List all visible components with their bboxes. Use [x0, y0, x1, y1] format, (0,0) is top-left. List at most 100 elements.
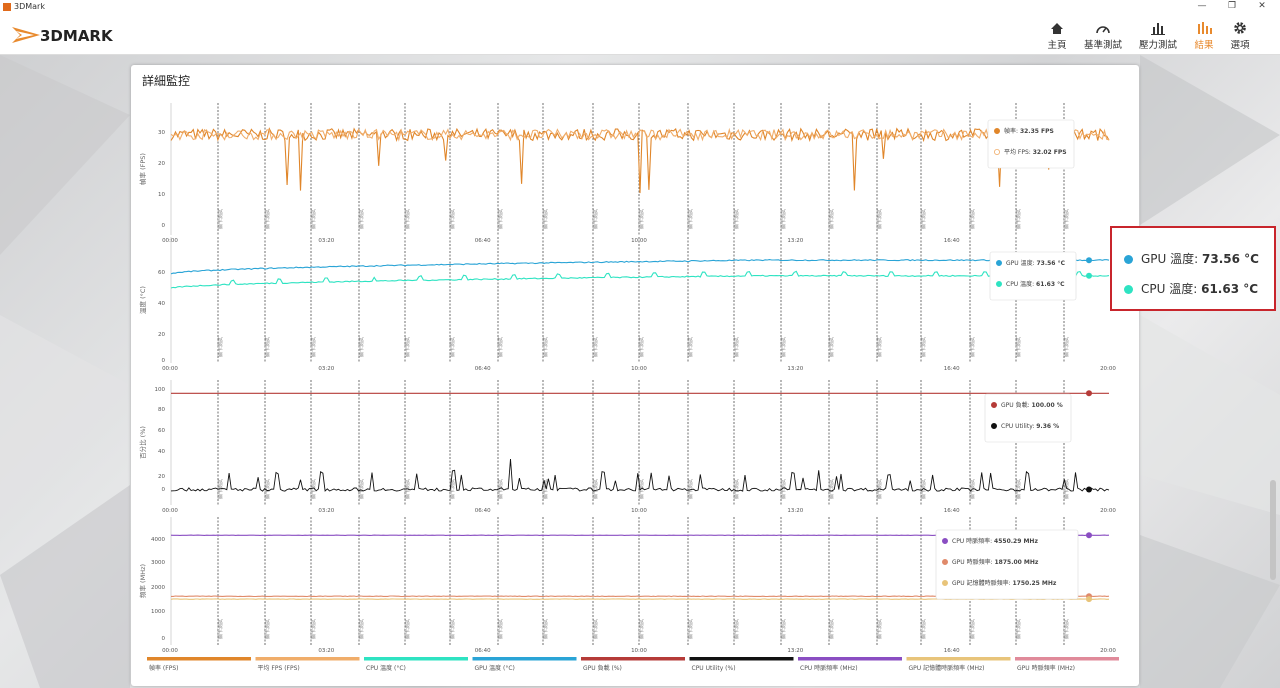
- nav-stress-test[interactable]: 壓力測試: [1136, 14, 1180, 54]
- nav-options[interactable]: 選項: [1218, 14, 1262, 54]
- test-marker-label: 顯卡測試: [358, 337, 365, 357]
- gauge-icon: [1096, 26, 1110, 34]
- legend-label: GPU 負載 (%): [583, 664, 622, 672]
- nav-results[interactable]: 結果: [1182, 14, 1226, 54]
- x-tick-label: 00:00: [162, 508, 178, 514]
- test-marker-label: 顯卡測試: [1015, 619, 1022, 639]
- y-tick-label: 60: [158, 428, 165, 434]
- y-tick-label: 40: [158, 449, 165, 455]
- legend-label: 平均 FPS (FPS): [258, 664, 300, 672]
- legend-swatch: [255, 657, 360, 661]
- test-marker-label: 顯卡測試: [264, 619, 271, 639]
- nav-benchmark[interactable]: 基準測試: [1081, 14, 1125, 54]
- series-end-dot: [1086, 390, 1092, 397]
- test-marker-label: 顯卡測試: [217, 619, 224, 639]
- cpu-temp-dot-icon: [1124, 285, 1133, 294]
- test-marker-label: 顯卡測試: [1015, 479, 1022, 499]
- test-marker-label: 顯卡測試: [592, 479, 599, 499]
- nav-home[interactable]: 主頁: [1035, 14, 1079, 54]
- test-marker-label: 顯卡測試: [497, 209, 504, 229]
- app-icon: [3, 3, 11, 11]
- y-tick-label: 0: [162, 223, 166, 229]
- monitoring-charts: 幀率 (FPS)3020100 顯卡測試 顯卡測試 顯卡測試 顯卡測試 顯卡測試 顯卡測試顯…: [138, 103, 1119, 672]
- home-icon: [1051, 23, 1063, 34]
- test-marker-label: 顯卡測試: [780, 209, 787, 229]
- nav-results-label: 結果: [1194, 40, 1214, 51]
- test-marker-label: 顯卡測試: [449, 479, 456, 499]
- legend-label: GPU 記憶體時脈頻率 (MHz): [909, 664, 985, 672]
- test-marker-label: 顯卡測試: [733, 479, 740, 499]
- series-tooltip-box: [989, 251, 1077, 301]
- legend-label: CPU 溫度 (°C): [366, 664, 406, 672]
- y-tick-label: 20: [158, 474, 165, 480]
- y-tick-label: 100: [155, 387, 166, 393]
- legend-swatch: [472, 657, 577, 661]
- test-marker-label: 顯卡測試: [876, 209, 883, 229]
- series-tooltip-dot: [994, 149, 1001, 156]
- nav-options-label: 選項: [1230, 40, 1250, 51]
- callout-gpu-value: 73.56 °C: [1202, 252, 1259, 266]
- legend-label: GPU 溫度 (°C): [475, 664, 515, 672]
- series-tooltip-text: GPU 溫度: 73.56 °C: [1006, 259, 1066, 267]
- results-icon: [1198, 22, 1212, 34]
- legend-swatch: [798, 657, 902, 661]
- y-tick-label: 20: [158, 332, 165, 338]
- test-marker-label: 顯卡測試: [638, 209, 645, 229]
- series-tooltip-text: GPU 負載: 100.00 %: [1001, 401, 1063, 409]
- test-marker-label: 顯卡測試: [404, 209, 411, 229]
- bottom-legend: 幀率 (FPS) 平均 FPS (FPS) CPU 溫度 (°C) GPU 溫度 (°…: [147, 657, 1119, 672]
- x-tick-label: 20:00: [1100, 366, 1116, 372]
- series-tooltip-dot: [942, 558, 949, 565]
- x-tick-label: 16:40: [944, 648, 960, 654]
- test-marker-label: 顯卡測試: [358, 619, 365, 639]
- y-tick-label: 4000: [151, 537, 165, 543]
- y-tick-label: 0: [162, 636, 166, 642]
- test-marker-label: 顯卡測試: [828, 619, 835, 639]
- x-tick-label: 06:40: [475, 508, 491, 514]
- minimize-button[interactable]: —: [1197, 1, 1207, 11]
- test-marker-label: 顯卡測試: [969, 337, 976, 357]
- x-tick-label: 00:00: [162, 648, 178, 654]
- x-tick-label: 16:40: [944, 238, 960, 244]
- test-marker-label: 顯卡測試: [1063, 337, 1070, 357]
- y-tick-label: 3000: [151, 560, 165, 566]
- app-header: 3DMARK 主頁 基準測試 壓力測試 結果 選項: [0, 14, 1280, 55]
- test-marker-label: 顯卡測試: [828, 337, 835, 357]
- background-pattern: [0, 55, 1280, 688]
- test-marker-label: 顯卡測試: [310, 619, 317, 639]
- series-tooltip-dot: [994, 128, 1001, 135]
- restore-button[interactable]: ❐: [1227, 1, 1237, 11]
- callout-cpu-row: CPU 溫度: 61.63 °C: [1124, 280, 1258, 296]
- y-tick-label: 1000: [151, 609, 165, 615]
- series-tooltip-text: CPU Utility: 9.36 %: [1001, 423, 1059, 430]
- test-marker-label: 顯卡測試: [592, 619, 599, 639]
- series-tooltip-text: CPU 時脈頻率: 4550.29 MHz: [952, 537, 1038, 545]
- close-button[interactable]: ✕: [1258, 1, 1266, 11]
- chart-panel-1: 溫度 (°C) 60 40 20 0 顯卡測試 顯卡測試 顯卡測試 顯卡測試 顯卡測試 顯卡測試 顯卡…: [138, 237, 1116, 372]
- x-tick-label: 13:20: [787, 648, 803, 654]
- test-marker-label: 顯卡測試: [969, 619, 976, 639]
- test-marker-label: 顯卡測試: [876, 337, 883, 357]
- test-marker-label: 顯卡測試: [920, 209, 927, 229]
- x-tick-label: 13:20: [787, 238, 803, 244]
- series-tooltip-text: 平均 FPS: 32.02 FPS: [1004, 148, 1067, 156]
- y-tick-label: 2000: [151, 585, 165, 591]
- test-marker-label: 顯卡測試: [1015, 337, 1022, 357]
- page-scrollbar[interactable]: [1270, 480, 1276, 580]
- y-tick-label: 0: [162, 358, 166, 364]
- test-marker-label: 顯卡測試: [733, 619, 740, 639]
- series-end-dot: [1086, 596, 1092, 603]
- test-marker-label: 顯卡測試: [497, 619, 504, 639]
- legend-swatch: [581, 657, 685, 661]
- callout-cpu-value: 61.63 °C: [1201, 282, 1259, 296]
- x-tick-label: 13:20: [787, 366, 803, 372]
- series-end-dot: [1086, 486, 1092, 493]
- callout-gpu-label: GPU 溫度:: [1141, 252, 1199, 266]
- legend-swatch: [689, 657, 794, 661]
- series-end-dot: [1086, 532, 1092, 539]
- series-tooltip-dot: [996, 280, 1003, 287]
- legend-swatch: [906, 657, 1011, 661]
- y-axis-label: 頻率 (MHz): [138, 564, 147, 598]
- test-marker-label: 顯卡測試: [780, 337, 787, 357]
- test-marker-label: 顯卡測試: [780, 619, 787, 639]
